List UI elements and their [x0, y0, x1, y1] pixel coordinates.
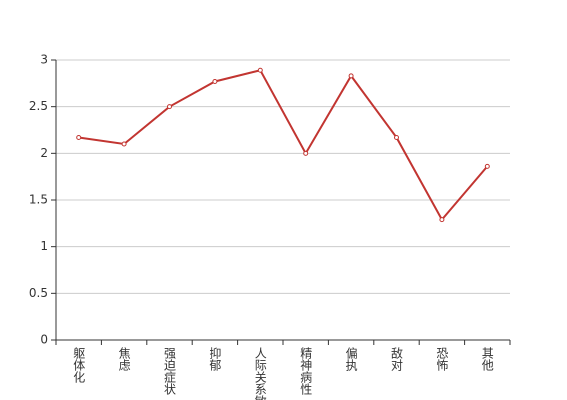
point: [257, 67, 263, 73]
point: [303, 150, 309, 156]
x-tick-label: 焦虑: [117, 347, 131, 371]
point: [121, 141, 127, 147]
y-tick-label: 0.5: [29, 286, 48, 300]
x-tick-label: 强迫症状: [163, 347, 177, 395]
point: [394, 134, 399, 140]
point: [167, 104, 172, 110]
y-tick-label: 2: [40, 146, 48, 160]
x-tick-label: 敌对: [390, 346, 404, 371]
point: [348, 73, 354, 79]
x-tick-label: 抑郁: [208, 346, 222, 372]
x-tick-label: 人际关系敏感: [253, 347, 267, 400]
line: [78, 69, 489, 222]
y-tick-label: 1.5: [29, 193, 48, 207]
point: [439, 217, 445, 223]
y-tick-label: 2.5: [29, 99, 48, 113]
x-tick-label: 躯体化: [72, 346, 86, 384]
x-tick-label: 偏执: [344, 346, 358, 372]
y-tick-label: 3: [40, 53, 48, 67]
x-tick-label: 精神病性: [299, 347, 313, 396]
point: [76, 134, 82, 140]
point: [484, 163, 490, 169]
x-tick-label: 恐怖: [435, 347, 449, 371]
y-tick-label: 0: [40, 333, 48, 347]
y-tick-label: 1: [40, 239, 48, 253]
x-tick-label: 其他: [480, 347, 494, 371]
point: [212, 78, 218, 84]
